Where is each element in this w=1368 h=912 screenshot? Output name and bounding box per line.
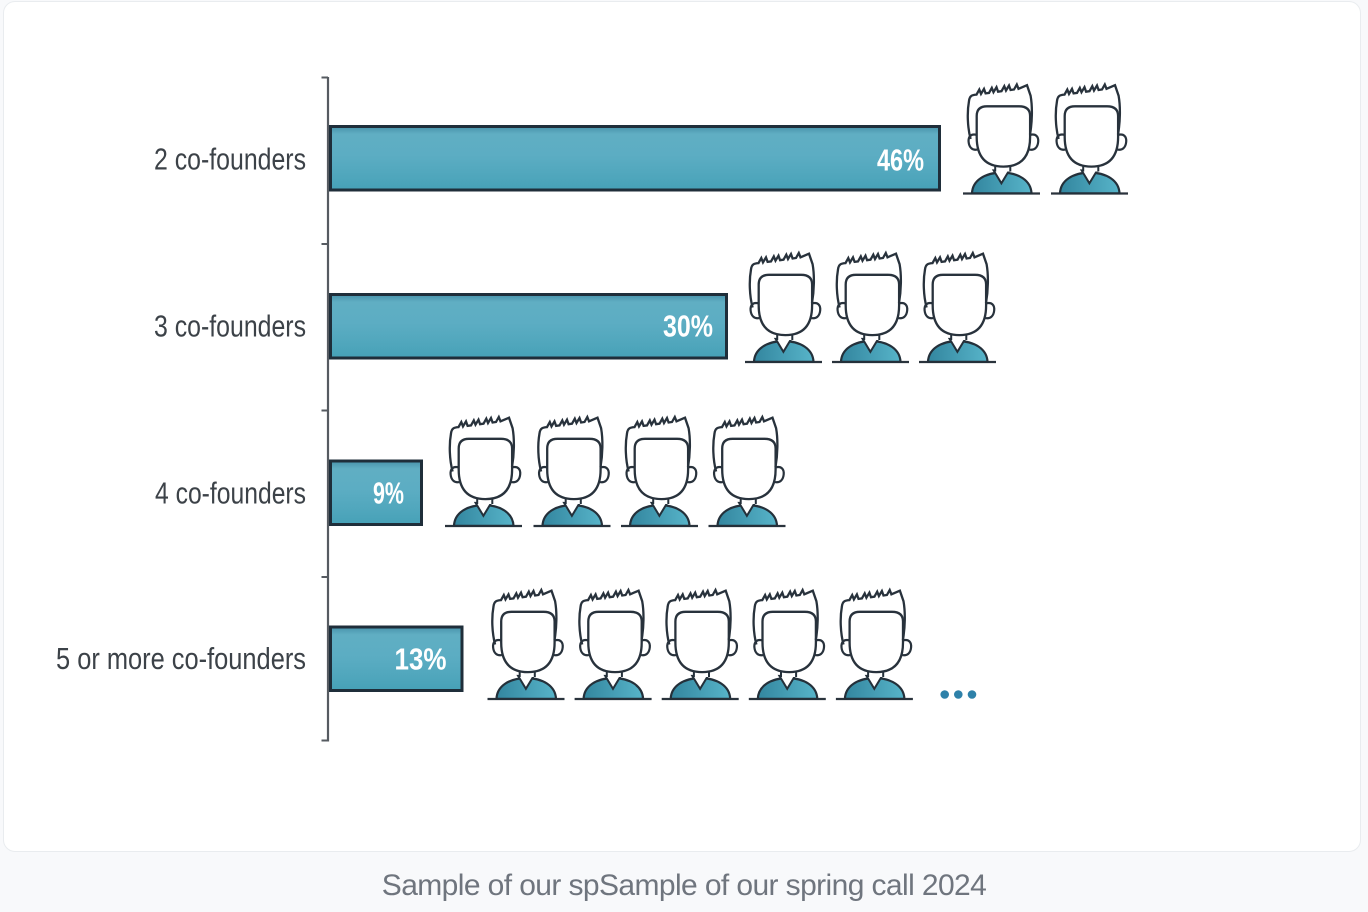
svg-text:9%: 9% — [373, 476, 404, 511]
svg-text:3 co-founders: 3 co-founders — [154, 308, 306, 343]
svg-text:4 co-founders: 4 co-founders — [155, 476, 306, 511]
svg-text:46%: 46% — [877, 143, 924, 178]
svg-text:2 co-founders: 2 co-founders — [154, 142, 306, 177]
svg-text:30%: 30% — [663, 309, 713, 344]
svg-text:5 or more co-founders: 5 or more co-founders — [56, 641, 306, 676]
svg-text:13%: 13% — [395, 642, 447, 677]
